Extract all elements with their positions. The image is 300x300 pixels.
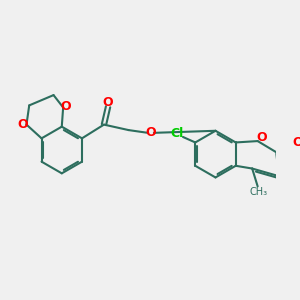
Text: O: O xyxy=(256,131,267,144)
Text: CH₃: CH₃ xyxy=(250,187,268,197)
Text: O: O xyxy=(61,100,71,112)
Text: O: O xyxy=(292,136,300,149)
Text: Cl: Cl xyxy=(170,127,184,140)
Text: O: O xyxy=(18,118,28,131)
Text: O: O xyxy=(103,96,113,109)
Text: O: O xyxy=(146,126,157,139)
